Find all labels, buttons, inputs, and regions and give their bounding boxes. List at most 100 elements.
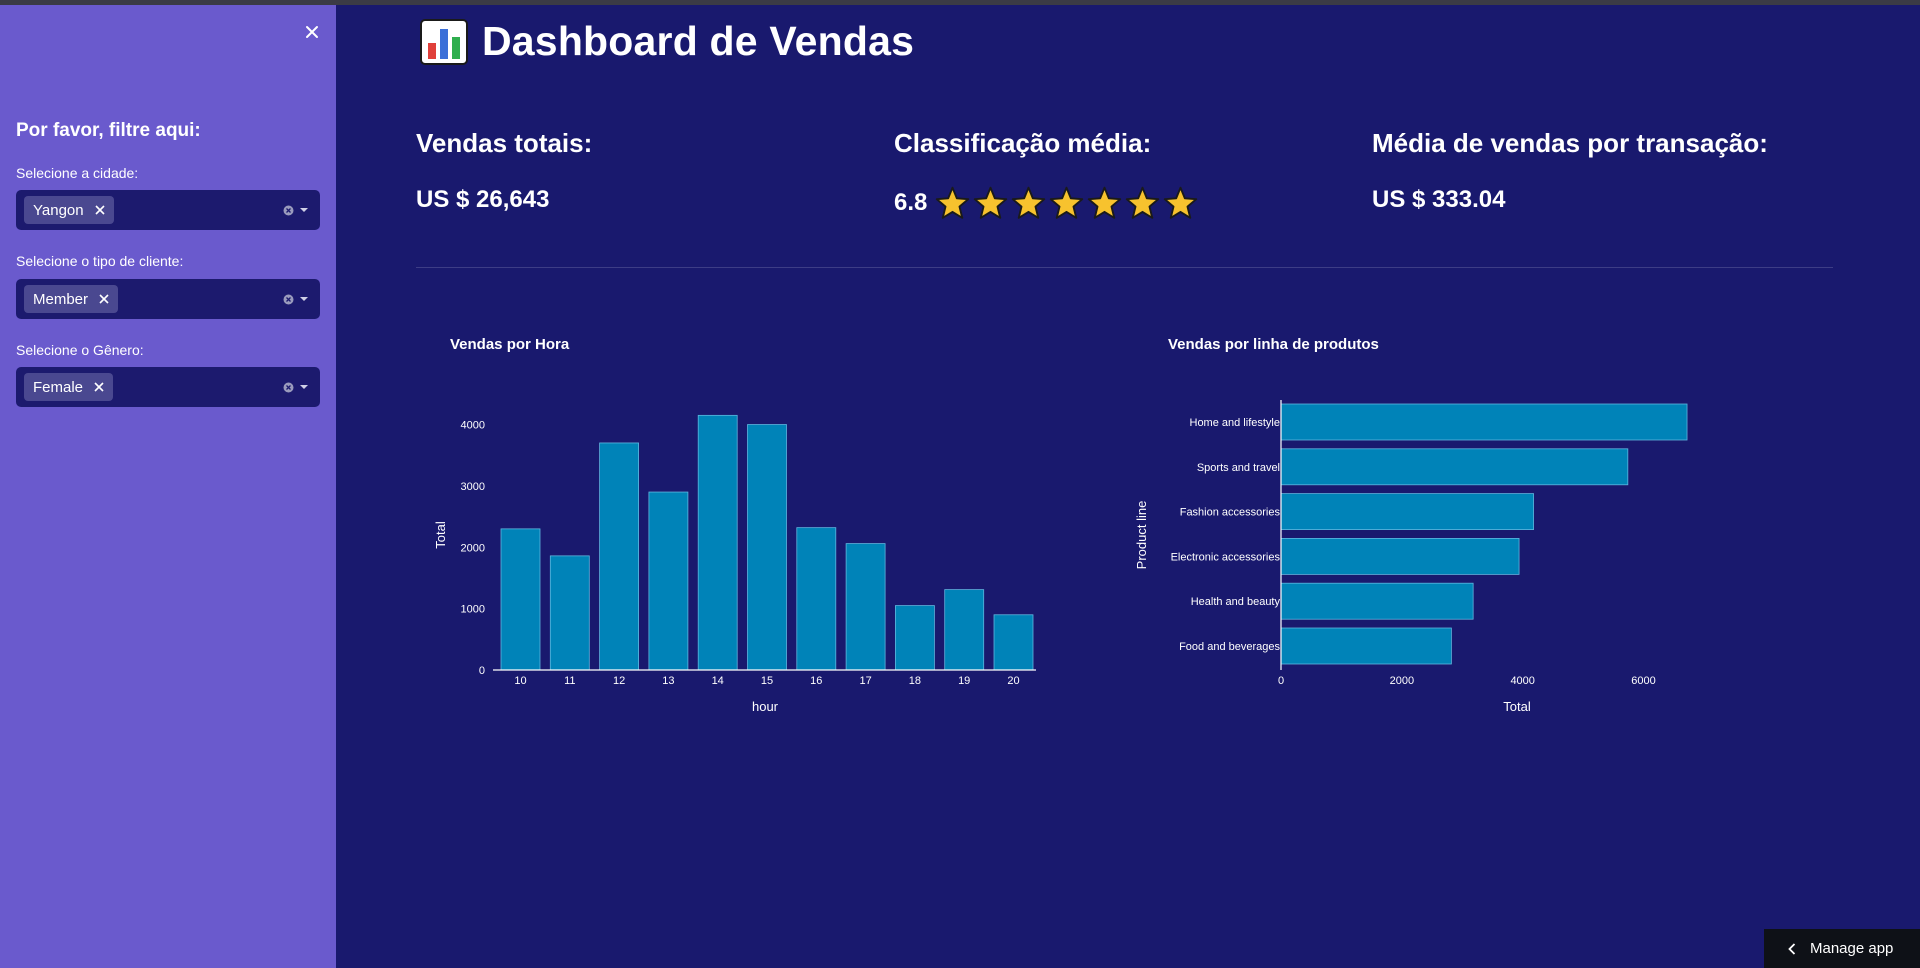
x-tick-label: 4000: [1510, 675, 1534, 687]
x-tick-label: 2000: [1390, 675, 1414, 687]
total-sales-label: Vendas totais:: [416, 128, 593, 158]
star-icon: [1050, 186, 1084, 219]
bar: [1280, 493, 1534, 531]
clear-all-icon[interactable]: [282, 381, 294, 393]
avg-transaction-amount: US $ 333.04: [1372, 186, 1506, 213]
sales-by-product-line-chart: Vendas por linha de produtos Home and li…: [1134, 336, 1688, 714]
top-border: [0, 0, 1920, 5]
customer-type-multiselect[interactable]: Member: [16, 279, 320, 319]
x-axis-label: Total: [1503, 699, 1531, 714]
chevron-down-icon[interactable]: [300, 297, 308, 301]
x-tick-label: 16: [810, 675, 822, 687]
bar-chart-icon: [420, 18, 468, 65]
x-tick-label: 19: [958, 675, 970, 687]
chevron-down-icon[interactable]: [300, 385, 308, 389]
city-chip: Yangon: [24, 196, 114, 224]
star-icon: [936, 186, 970, 219]
bar: [894, 605, 935, 671]
city-multiselect[interactable]: Yangon: [16, 190, 320, 230]
x-tick-label: 18: [909, 675, 921, 687]
x-axis-label: hour: [752, 699, 779, 714]
customer-type-filter-label: Selecione o tipo de cliente:: [16, 253, 184, 269]
bar: [500, 528, 541, 671]
manage-app-label: Manage app: [1810, 940, 1894, 957]
avg-rating-number: 6.8: [894, 189, 928, 216]
star-icon: [974, 186, 1008, 219]
divider: [416, 267, 1833, 268]
bar: [1280, 582, 1474, 620]
x-tick-label: 0: [1278, 675, 1284, 687]
bar: [1280, 627, 1452, 665]
clear-all-icon[interactable]: [282, 204, 294, 216]
gender-multiselect[interactable]: Female: [16, 367, 320, 407]
customer-type-chip-label: Member: [33, 290, 89, 308]
gender-filter-label: Selecione o Gênero:: [16, 342, 144, 358]
y-tick-label: 4000: [461, 420, 485, 432]
star-icon: [1012, 186, 1046, 219]
customer-type-chip: Member: [24, 285, 119, 313]
x-tick-label: 10: [514, 675, 526, 687]
chart-title: Vendas por linha de produtos: [1168, 336, 1379, 353]
total-sales-value: US $ 26,643: [416, 186, 549, 214]
star-icon: [1126, 186, 1160, 219]
x-tick-label: 11: [564, 675, 575, 687]
gender-chip-label: Female: [33, 378, 84, 396]
x-tick-label: 12: [613, 675, 625, 687]
y-tick-label: Electronic accessories: [1171, 551, 1281, 563]
avg-transaction-label: Média de vendas por transação:: [1372, 128, 1768, 158]
sales-by-hour-chart: Vendas por Hora 0 1000 2000 3000 4000 10 11 12…: [433, 336, 1036, 714]
chevron-left-icon: [1788, 942, 1796, 955]
bar: [697, 414, 738, 671]
y-tick-label: Food and beverages: [1179, 641, 1280, 653]
y-tick-label: 1000: [461, 604, 485, 616]
rating-stars: [935, 186, 1198, 220]
y-tick-label: Fashion accessories: [1180, 507, 1281, 519]
bar: [1280, 403, 1688, 441]
avg-transaction-value: US $ 333.04: [1372, 186, 1505, 214]
y-axis-label: Product line: [1134, 501, 1149, 570]
bar: [549, 555, 590, 671]
bar: [1280, 448, 1629, 486]
remove-chip-icon[interactable]: [93, 381, 105, 393]
x-tick-label: 13: [662, 675, 674, 687]
close-icon: [306, 26, 318, 38]
bar: [648, 491, 689, 671]
clear-all-icon[interactable]: [282, 293, 294, 305]
bar: [993, 614, 1034, 671]
total-sales-amount: US $ 26,643: [416, 186, 550, 213]
bar: [845, 543, 886, 671]
sidebar: Por favor, filtre aqui: Selecione a cida…: [0, 5, 336, 968]
y-tick-label: 0: [479, 665, 485, 677]
bar: [599, 442, 640, 671]
y-axis-label: Total: [433, 521, 448, 549]
city-chip-label: Yangon: [33, 201, 84, 219]
x-tick-label: 20: [1007, 675, 1019, 687]
x-tick-label: 14: [712, 675, 724, 687]
x-tick-label: 17: [859, 675, 871, 687]
y-tick-label: Health and beauty: [1191, 596, 1281, 608]
bar: [747, 424, 787, 671]
y-tick-label: 2000: [461, 542, 485, 554]
city-filter-label: Selecione a cidade:: [16, 165, 139, 181]
x-tick-label: 15: [761, 675, 773, 687]
page-title: Dashboard de Vendas: [420, 18, 914, 65]
y-tick-label: Home and lifestyle: [1190, 417, 1281, 429]
remove-chip-icon[interactable]: [94, 204, 106, 216]
x-tick-label: 6000: [1631, 675, 1655, 687]
y-tick-label: Sports and travel: [1197, 462, 1280, 474]
bar: [796, 527, 837, 671]
bar: [944, 589, 985, 671]
manage-app-button[interactable]: Manage app: [1764, 929, 1920, 968]
chevron-down-icon[interactable]: [300, 208, 308, 212]
star-icon: [1088, 186, 1122, 219]
star-icon: [1164, 186, 1198, 219]
chart-title: Vendas por Hora: [450, 336, 570, 353]
page-title-text: Dashboard de Vendas: [482, 18, 915, 64]
remove-chip-icon[interactable]: [98, 293, 110, 305]
avg-rating-label: Classificação média:: [894, 128, 1152, 158]
bar: [1280, 537, 1520, 575]
sidebar-close-button[interactable]: [300, 20, 324, 44]
avg-rating-value: 6.8: [894, 186, 1198, 220]
sidebar-title: Por favor, filtre aqui:: [16, 120, 201, 141]
gender-chip: Female: [24, 373, 114, 401]
